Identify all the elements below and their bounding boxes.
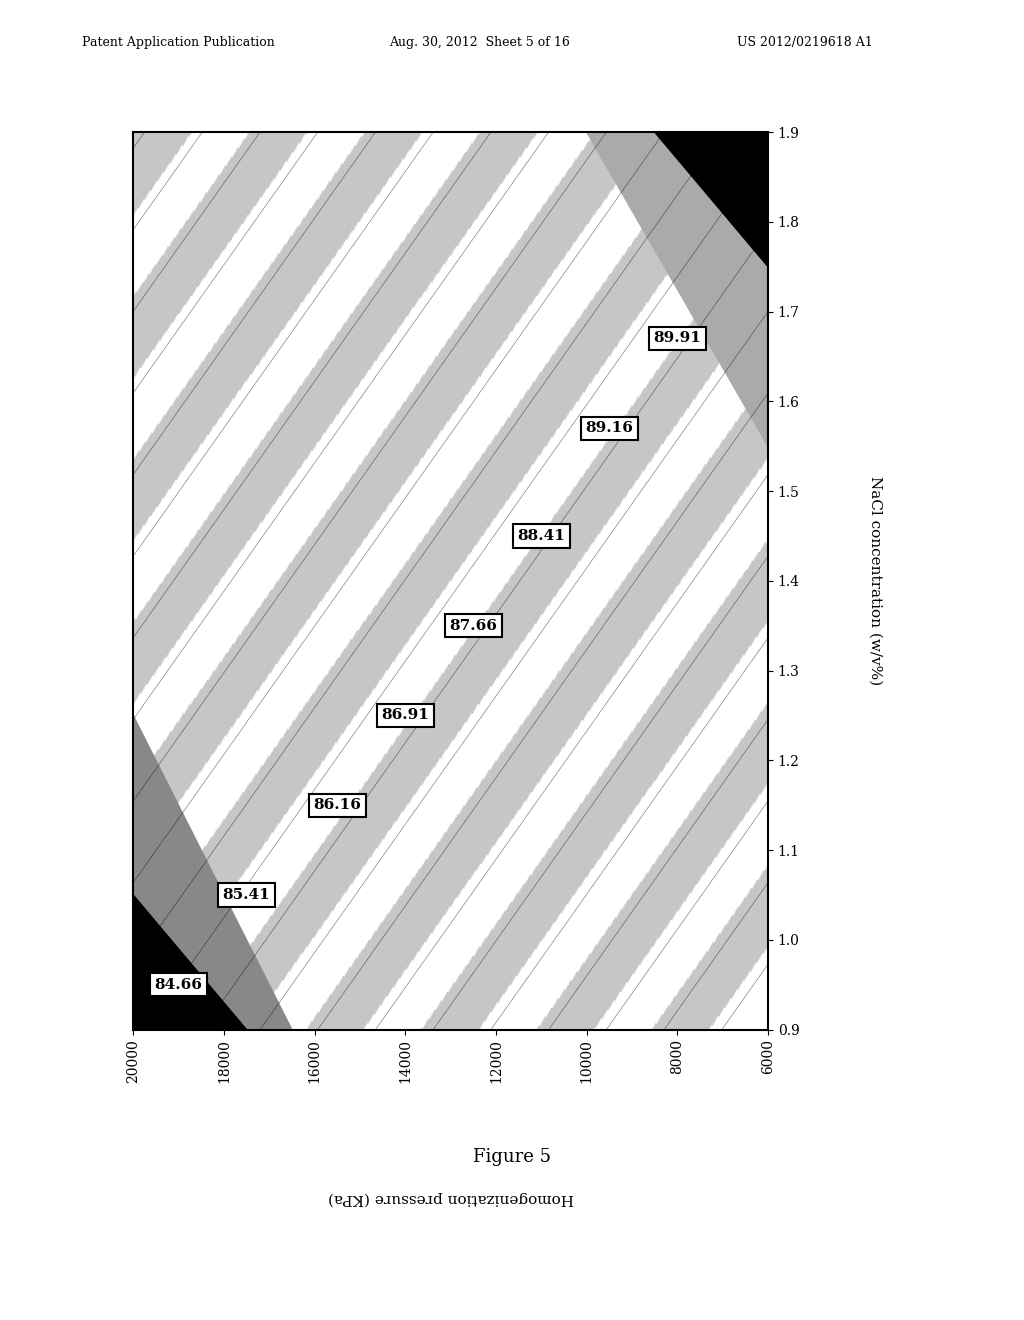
Text: Patent Application Publication: Patent Application Publication xyxy=(82,36,274,49)
Text: 89.91: 89.91 xyxy=(653,331,701,346)
Text: 87.66: 87.66 xyxy=(450,619,498,632)
Polygon shape xyxy=(654,132,768,267)
Text: 86.16: 86.16 xyxy=(313,799,361,812)
Polygon shape xyxy=(587,132,768,446)
Text: US 2012/0219618 A1: US 2012/0219618 A1 xyxy=(737,36,873,49)
Text: Figure 5: Figure 5 xyxy=(473,1147,551,1166)
Text: 85.41: 85.41 xyxy=(222,888,270,902)
Text: 86.91: 86.91 xyxy=(381,709,429,722)
X-axis label: Homogenization pressure (KPa): Homogenization pressure (KPa) xyxy=(328,1191,573,1205)
Polygon shape xyxy=(133,895,247,1030)
Y-axis label: NaCl concentration (w/v%): NaCl concentration (w/v%) xyxy=(868,477,883,685)
Text: 84.66: 84.66 xyxy=(155,978,203,991)
Text: 89.16: 89.16 xyxy=(586,421,633,436)
Text: 88.41: 88.41 xyxy=(517,529,565,543)
Polygon shape xyxy=(133,715,292,1030)
Text: Aug. 30, 2012  Sheet 5 of 16: Aug. 30, 2012 Sheet 5 of 16 xyxy=(389,36,570,49)
